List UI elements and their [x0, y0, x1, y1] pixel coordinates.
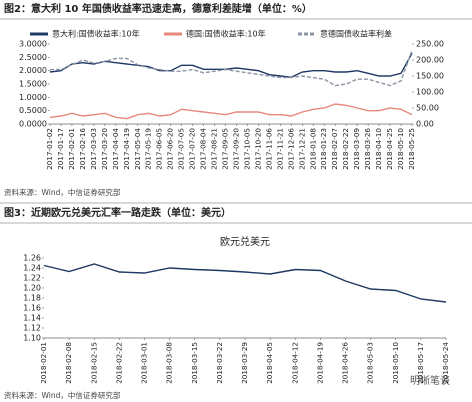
x-tick-label: 2018-04-10	[374, 128, 383, 170]
x-tick-label: 2017-02-01	[67, 128, 76, 170]
y-tick-label: 1.20	[23, 284, 41, 293]
x-tick-label: 2018-04-12	[290, 342, 299, 384]
x-tick-label: 2017-07-20	[188, 128, 197, 170]
y-tick-label: 0.0000	[19, 120, 47, 129]
x-tick-label: 2017-11-06	[264, 128, 273, 170]
x-tick-label: 2017-04-04	[111, 128, 120, 170]
x-tick-label: 2017-01-02	[45, 128, 54, 170]
x-tick-label: 2018-03-08	[165, 342, 174, 384]
y-tick-label: 3.0000	[19, 40, 47, 49]
x-tick-label: 2017-10-20	[253, 128, 262, 170]
x-tick-label: 2018-05-10	[396, 128, 405, 170]
x-tick-label: 2017-05-04	[133, 128, 142, 170]
y-tick-label: 1.24	[23, 264, 41, 273]
x-tick-label: 2018-01-23	[319, 128, 328, 170]
x-tick-label: 2018-02-22	[114, 342, 123, 384]
x-tick-label: 2018-04-26	[341, 342, 350, 384]
y2-tick-label: 50.00	[416, 104, 439, 113]
x-tick-label: 2018-03-29	[240, 342, 249, 384]
y-tick-label: 1.16	[23, 304, 41, 313]
y-tick-label: 1.18	[23, 294, 41, 303]
y-tick-label: 1.12	[23, 324, 41, 333]
y2-tick-label: 150.00	[416, 72, 444, 81]
x-tick-label: 2018-05-24	[441, 342, 450, 384]
x-tick-label: 2018-03-26	[363, 128, 372, 170]
x-tick-label: 2017-03-20	[100, 128, 109, 170]
x-tick-label: 2018-02-01	[39, 342, 48, 384]
y-tick-label: 0.5000	[19, 106, 47, 115]
x-tick-label: 2018-04-19	[315, 342, 324, 384]
source: 资料来源：Wind，中信证券研究部	[4, 187, 121, 197]
y-tick-label: 1.22	[23, 274, 41, 283]
x-tick-label: 2018-02-08	[64, 342, 73, 384]
x-tick-label: 2017-03-03	[89, 128, 98, 170]
x-tick-label: 2018-03-09	[352, 128, 361, 170]
chart-title: 欧元兑美元	[220, 235, 270, 248]
y-tick-label: 2.5000	[19, 53, 47, 62]
series-line	[50, 50, 413, 87]
x-tick-label: 2017-12-21	[297, 128, 306, 170]
y2-tick-label: 200.00	[416, 56, 444, 65]
series-line	[49, 52, 413, 79]
x-tick-label: 2018-03-22	[215, 342, 224, 384]
y-tick-label: 2.0000	[19, 66, 47, 75]
x-tick-label: 2018-04-25	[385, 128, 394, 170]
x-tick-label: 2018-05-17	[416, 342, 425, 384]
caption: 图2：意大利 10 年国债收益率迅速走高，德意利差陡增（单位：%）	[4, 2, 312, 15]
x-tick-label: 2017-09-20	[231, 128, 240, 170]
x-tick-label: 2018-02-15	[89, 342, 98, 384]
y2-tick-label: 0.00	[416, 120, 434, 129]
x-tick-label: 2017-02-16	[78, 128, 87, 170]
x-tick-label: 2017-12-06	[286, 128, 295, 170]
y-tick-label: 1.10	[23, 334, 41, 343]
x-tick-label: 2018-05-25	[407, 128, 416, 170]
y-tick-label: 1.26	[23, 254, 41, 263]
x-tick-label: 2017-08-21	[210, 128, 219, 170]
x-tick-label: 2017-07-05	[177, 128, 186, 170]
x-tick-label: 2017-04-19	[122, 128, 131, 170]
y2-tick-label: 100.00	[416, 88, 444, 97]
x-tick-label: 2018-03-01	[140, 342, 149, 384]
legend-label: 意德国债收益率利差	[320, 29, 392, 39]
legend-label: 德国:国债收益率:10年	[186, 29, 266, 39]
series-line	[49, 103, 413, 120]
x-tick-label: 2017-06-05	[155, 128, 164, 170]
x-tick-label: 2017-10-05	[242, 128, 251, 170]
x-tick-label: 2018-05-10	[391, 342, 400, 384]
x-tick-label: 2018-03-15	[190, 342, 199, 384]
y-tick-label: 1.0000	[19, 93, 47, 102]
x-tick-label: 2017-01-17	[56, 128, 65, 170]
x-tick-label: 2018-04-05	[265, 342, 274, 384]
y-tick-label: 1.5000	[19, 80, 47, 89]
y-tick-label: 1.14	[23, 314, 41, 323]
x-tick-label: 2018-02-07	[330, 128, 339, 170]
x-tick-label: 2018-05-03	[366, 342, 375, 384]
series-line	[43, 263, 447, 303]
x-tick-label: 2017-11-21	[275, 128, 284, 170]
legend-label: 意大利:国债收益率:10年	[52, 29, 140, 39]
source: 资料来源：Wind，中信证券研究部	[4, 390, 121, 400]
x-tick-label: 2017-05-19	[144, 128, 153, 170]
y2-tick-label: 250.00	[416, 40, 444, 49]
x-tick-label: 2017-09-05	[221, 128, 230, 170]
caption: 图3：近期欧元兑美元汇率一路走跌（单位：美元）	[4, 206, 231, 219]
x-tick-label: 2018-02-22	[341, 128, 350, 170]
watermark: 明晰笔谈	[410, 374, 450, 387]
x-tick-label: 2018-01-08	[308, 128, 317, 170]
x-tick-label: 2017-08-04	[199, 128, 208, 170]
x-tick-label: 2017-06-20	[166, 128, 175, 170]
